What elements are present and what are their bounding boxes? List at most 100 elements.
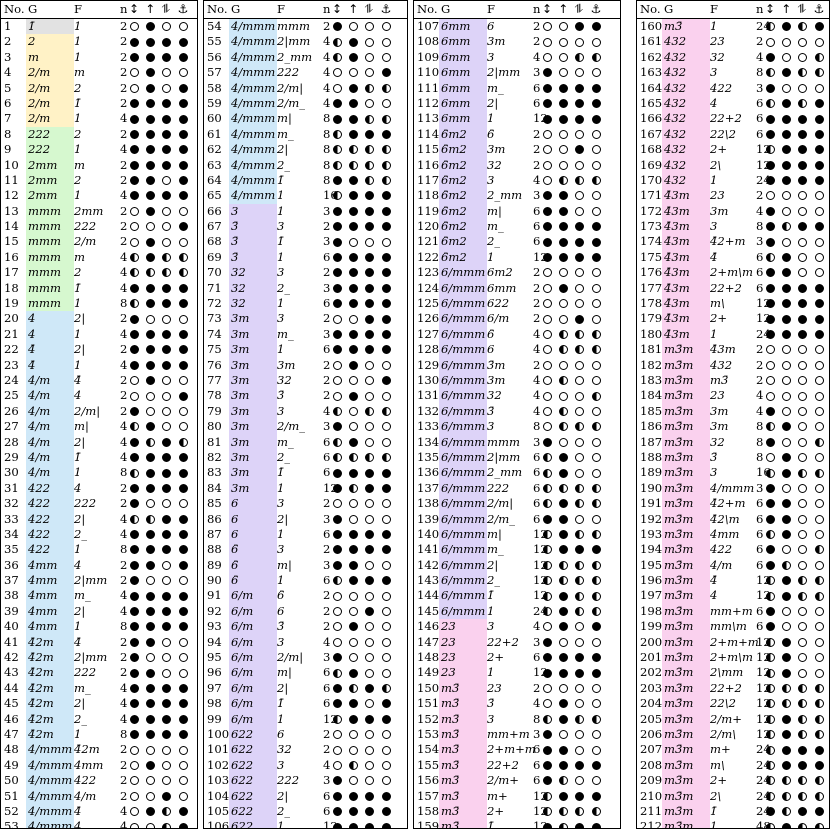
row-number: 38 (4, 588, 19, 603)
empty-dot-icon (559, 160, 569, 170)
filled-dot-icon (146, 730, 156, 740)
subgroup: 4 (74, 557, 82, 572)
filled-dot-icon (543, 83, 552, 93)
half-dot-icon (798, 699, 808, 709)
filled-dot-icon (333, 776, 342, 786)
table-row: 82 3m 2_ 6 (204, 449, 407, 466)
filled-dot-icon (130, 714, 139, 724)
point-group: 32 (229, 296, 277, 312)
property-dots (333, 34, 398, 49)
half-dot-icon (575, 560, 585, 570)
table-row: 171 4̄3m 23 2 (637, 188, 829, 204)
point-group: 6/m (229, 711, 277, 727)
table-row: 124 6/mmm 6mm 2 (414, 280, 620, 297)
filled-dot-icon (146, 760, 156, 770)
half-dot-icon (162, 807, 172, 817)
row-number: 149 (417, 665, 440, 680)
empty-dot-icon (782, 483, 792, 493)
row-number: 29 (4, 449, 19, 464)
table-row: 40 4mm 1 8 (1, 619, 197, 635)
subgroup: 3 (710, 65, 718, 80)
table-row: 159 m3̄ 1̄ 12 (414, 819, 620, 828)
table-row: 199 m3̄m mm\m 6 (637, 619, 829, 635)
empty-dot-icon (178, 576, 188, 586)
property-dots (766, 342, 829, 357)
half-dot-icon (575, 176, 585, 186)
empty-dot-icon (591, 145, 601, 155)
table-row: 194 m3̄m 422 6 (637, 542, 829, 558)
empty-dot-icon (814, 206, 824, 216)
half-dot-icon (130, 422, 139, 432)
table-row: 212 m3̄m 1 48 (637, 819, 829, 828)
filled-dot-icon (333, 268, 342, 278)
filled-dot-icon (559, 699, 569, 709)
point-group: 23 (439, 619, 487, 635)
index-n: 8 (756, 65, 764, 80)
subgroup: 1̄ (74, 95, 82, 110)
subgroup: 2 (74, 80, 82, 95)
index-n: 2 (120, 573, 128, 588)
filled-dot-icon (814, 314, 824, 324)
filled-dot-icon (365, 607, 375, 617)
empty-dot-icon (333, 68, 342, 78)
filled-dot-icon (814, 22, 824, 32)
point-group: 4̄2m (26, 711, 74, 727)
empty-dot-icon (543, 391, 552, 401)
row-number: 41 (4, 634, 19, 649)
table-row: 57 4/mmm 222 4 (204, 65, 407, 81)
empty-dot-icon (559, 299, 569, 309)
property-dots (130, 588, 195, 603)
index-n: 2 (756, 372, 764, 387)
half-dot-icon (349, 683, 359, 693)
row-number: 157 (417, 788, 440, 803)
subgroup: 2\ (710, 788, 722, 803)
table-row: 41 4̄2m 4̄ 2 (1, 634, 197, 651)
index-n: 12 (323, 819, 338, 829)
empty-dot-icon (349, 514, 359, 524)
subgroup: 3 (487, 49, 495, 64)
subgroup: 22\2 (710, 126, 737, 141)
point-group: 4/mmm (229, 172, 277, 189)
index-n: 4 (120, 680, 128, 695)
empty-dot-icon (559, 314, 569, 324)
filled-dot-icon (178, 530, 188, 540)
filled-dot-icon (333, 683, 342, 693)
point-group: m3̄m (662, 757, 710, 774)
table-row: 136 6/mmm 2_mm 6 (414, 465, 620, 481)
index-n: 6 (533, 757, 541, 772)
filled-dot-icon (365, 545, 375, 555)
property-dots (543, 81, 608, 96)
row-number: 189 (640, 465, 663, 480)
point-group: 6/mmm (439, 557, 487, 574)
subgroup: 32 (277, 742, 292, 757)
row-number: 26 (4, 403, 19, 418)
filled-dot-icon (559, 514, 569, 524)
filled-dot-icon (178, 591, 188, 601)
empty-dot-icon (333, 637, 342, 647)
row-number: 73 (207, 311, 222, 326)
empty-dot-icon (162, 68, 172, 78)
point-group: 6̄m2 (439, 172, 487, 189)
empty-dot-icon (333, 376, 342, 386)
row-number: 129 (417, 357, 440, 372)
empty-dot-icon (162, 314, 172, 324)
half-dot-icon (798, 99, 808, 109)
empty-dot-icon (333, 760, 342, 770)
subgroup: 3 (277, 757, 285, 772)
subgroup: 1 (710, 19, 718, 33)
row-number: 12 (4, 188, 19, 203)
index-n: 6 (756, 619, 764, 634)
filled-dot-icon (798, 114, 808, 124)
empty-dot-icon (178, 422, 188, 432)
property-dots (766, 727, 829, 742)
filled-dot-icon (814, 745, 824, 755)
empty-dot-icon (782, 545, 792, 555)
table-row: 195 m3̄m 4/m 6 (637, 557, 829, 574)
up-arrow-icon: ↑ (558, 2, 569, 16)
table-row: 106 622 1 12 (204, 819, 407, 829)
point-group: 4/m (26, 388, 74, 404)
subgroup: 222 (74, 496, 97, 511)
table-row: 191 m3̄m 4̄2+m 6 (637, 496, 829, 512)
half-dot-icon (766, 791, 775, 801)
index-n: 2 (120, 757, 128, 772)
